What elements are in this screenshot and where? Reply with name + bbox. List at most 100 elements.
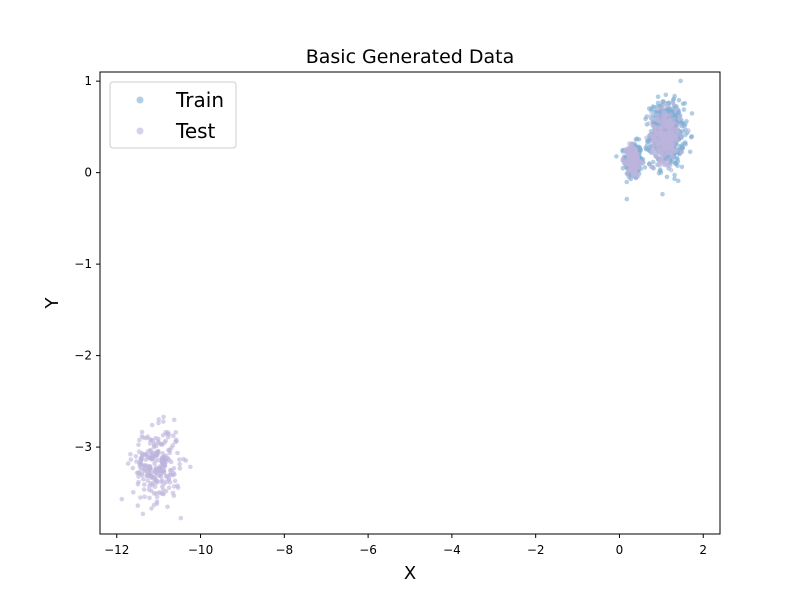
data-point — [642, 165, 648, 170]
data-point — [672, 113, 678, 118]
data-point — [150, 438, 155, 443]
data-point — [138, 466, 144, 472]
data-point — [167, 480, 173, 485]
data-point — [644, 147, 649, 152]
data-point — [660, 99, 665, 104]
chart-title: Basic Generated Data — [306, 46, 515, 68]
data-point — [172, 478, 178, 484]
data-point — [667, 106, 673, 112]
data-point — [648, 113, 654, 118]
x-tick-label: −4 — [443, 543, 461, 557]
data-point — [157, 468, 162, 474]
data-point — [136, 442, 141, 448]
data-point — [666, 126, 672, 131]
x-axis: −12 −10 −8 −6 −4 −2 0 2 — [104, 534, 707, 557]
data-point — [136, 471, 141, 476]
data-point — [177, 466, 183, 471]
data-point — [147, 483, 152, 489]
points-layer — [119, 78, 695, 521]
data-point — [664, 174, 670, 180]
x-tick-label: −10 — [188, 543, 213, 557]
data-point — [614, 154, 619, 159]
data-point — [174, 439, 179, 444]
data-point — [171, 493, 177, 499]
data-point — [663, 144, 669, 149]
data-point — [140, 511, 146, 517]
data-point — [668, 112, 673, 117]
data-point — [664, 106, 670, 112]
data-point — [654, 125, 659, 131]
data-point — [670, 154, 675, 159]
data-point — [659, 147, 665, 152]
data-point — [173, 430, 179, 435]
data-point — [687, 149, 693, 155]
data-point — [181, 456, 186, 462]
data-point — [649, 148, 654, 154]
data-point — [688, 134, 694, 140]
data-point — [671, 100, 676, 106]
data-point — [679, 150, 685, 155]
legend-label-test: Test — [175, 119, 216, 143]
data-point — [177, 457, 182, 462]
data-point — [660, 138, 666, 144]
data-point — [620, 156, 626, 161]
data-point — [142, 482, 147, 487]
y-axis-title: Y — [42, 297, 63, 310]
data-point — [657, 163, 663, 169]
data-point — [142, 494, 147, 500]
data-point — [171, 466, 177, 471]
data-point — [135, 482, 141, 487]
data-point — [628, 141, 634, 146]
data-point — [171, 470, 176, 476]
data-point — [148, 448, 154, 454]
data-point — [166, 476, 172, 481]
data-point — [663, 114, 669, 120]
data-point — [624, 196, 630, 202]
x-tick-label: 0 — [616, 543, 624, 557]
data-point — [663, 133, 668, 139]
legend-marker-train — [136, 96, 144, 104]
data-point — [147, 463, 153, 469]
data-point — [171, 433, 176, 439]
data-point — [133, 454, 139, 459]
data-point — [128, 457, 134, 462]
data-point — [659, 117, 664, 122]
data-point — [139, 429, 145, 435]
data-point — [631, 157, 636, 163]
data-point — [661, 104, 666, 109]
data-point — [178, 515, 184, 521]
data-point — [651, 133, 657, 138]
data-point — [147, 456, 152, 461]
plot-frame — [99, 71, 721, 535]
data-point — [655, 100, 661, 106]
data-point — [149, 506, 154, 511]
data-point — [628, 176, 634, 182]
data-point — [154, 499, 160, 504]
data-point — [151, 491, 157, 496]
data-point — [139, 472, 145, 478]
y-tick-label: 0 — [84, 166, 92, 180]
data-point — [683, 122, 688, 127]
data-point — [142, 452, 147, 458]
data-point — [153, 451, 159, 456]
data-point — [680, 145, 685, 151]
y-tick-label: −3 — [74, 440, 92, 454]
data-point — [657, 157, 662, 162]
data-point — [165, 504, 170, 510]
data-point — [668, 167, 674, 173]
data-point — [160, 478, 165, 483]
data-point — [119, 496, 125, 502]
data-point — [144, 435, 149, 441]
data-point — [128, 452, 133, 457]
data-point — [672, 172, 677, 178]
data-point — [667, 116, 673, 122]
data-point — [157, 464, 163, 469]
data-point — [171, 417, 177, 423]
data-point — [664, 139, 669, 145]
data-point — [141, 476, 146, 482]
data-point — [677, 122, 682, 128]
data-point — [626, 168, 632, 173]
data-point — [655, 94, 661, 100]
data-point — [152, 484, 158, 490]
data-point — [161, 419, 166, 424]
